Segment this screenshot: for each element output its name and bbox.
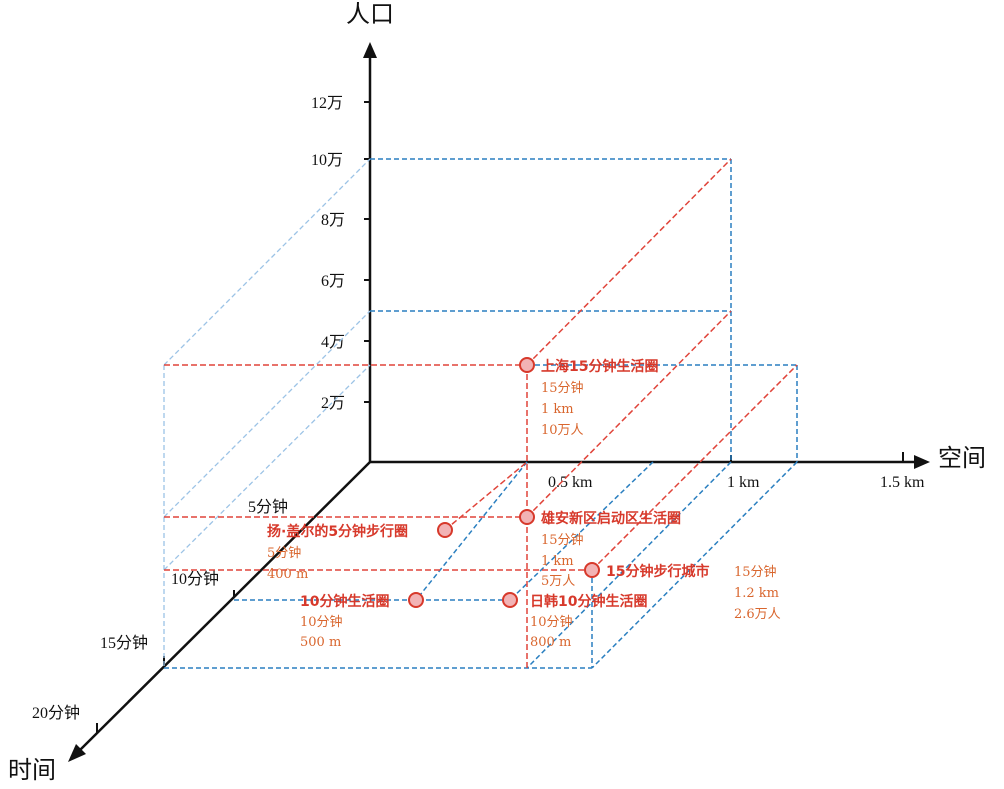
time-ticks: 5分钟 10分钟 15分钟 20分钟 — [32, 498, 288, 733]
space-arrow-icon — [914, 455, 930, 469]
light-blue-guides — [163, 158, 371, 668]
red-line — [444, 461, 528, 531]
label-detail: 15分钟 — [541, 380, 584, 396]
label-detail: 1 km — [541, 554, 574, 569]
population-tick-6: 6万 — [321, 273, 345, 290]
red-line — [591, 364, 798, 571]
space-axis-label: 空间 — [938, 444, 986, 472]
label-detail: 2.6万人 — [734, 607, 781, 622]
label-detail: 5万人 — [541, 574, 575, 589]
time-arrow-icon — [68, 744, 86, 762]
time-tick-15: 15分钟 — [100, 634, 148, 652]
point-labels: 上海15分钟生活圈 15分钟 1 km 10万人 雄安新区启动区生活圈 15分钟… — [267, 358, 781, 650]
label-title: 15分钟步行城市 — [606, 563, 709, 580]
label-detail: 15分钟 — [541, 532, 584, 548]
red-line — [526, 310, 732, 518]
label-detail: 10分钟 — [300, 614, 343, 630]
label-detail: 10分钟 — [530, 614, 573, 630]
population-tick-10: 10万 — [311, 152, 343, 169]
data-points — [408, 357, 600, 608]
point-10min-circle — [408, 592, 424, 608]
space-ticks: 0.5 km 1 km 1.5 km — [548, 452, 925, 491]
space-tick-1km: 1 km — [727, 474, 760, 491]
label-title: 扬·盖尔的5分钟步行圈 — [267, 523, 408, 540]
box-line — [509, 461, 654, 601]
label-detail: 10万人 — [541, 423, 584, 438]
box-line — [591, 461, 798, 669]
space-tick-05km: 0.5 km — [548, 474, 593, 491]
population-ticks: 2万 4万 6万 8万 10万 12万 — [311, 95, 370, 412]
label-title: 上海15分钟生活圈 — [541, 358, 658, 375]
time-tick-20: 20分钟 — [32, 704, 80, 722]
population-tick-12: 12万 — [311, 95, 343, 112]
label-title: 日韩10分钟生活圈 — [530, 593, 647, 610]
guide-line — [163, 310, 371, 518]
point-15min-walk-city — [584, 562, 600, 578]
label-detail: 500 m — [300, 635, 341, 650]
time-tick-10: 10分钟 — [171, 570, 219, 588]
label-title: 10分钟生活圈 — [300, 593, 389, 610]
red-lines — [164, 158, 798, 668]
box-line — [526, 461, 732, 669]
population-axis-label: 人口 — [346, 0, 394, 28]
time-tick-5: 5分钟 — [248, 498, 288, 516]
space-tick-15km: 1.5 km — [880, 474, 925, 491]
box-line — [415, 461, 528, 601]
time-axis — [79, 461, 371, 751]
population-arrow-icon — [363, 42, 377, 58]
point-xiongan — [519, 509, 535, 525]
point-jan-gehl — [437, 522, 453, 538]
blue-box-lines — [164, 158, 798, 669]
label-detail: 15分钟 — [734, 564, 777, 580]
label-detail: 5分钟 — [267, 545, 301, 561]
axes: 人口 空间 时间 — [8, 0, 986, 784]
label-detail: 800 m — [530, 635, 571, 650]
point-shanghai — [519, 357, 535, 373]
red-line — [526, 158, 732, 366]
population-tick-4: 4万 — [321, 334, 345, 351]
time-axis-label: 时间 — [8, 756, 56, 784]
label-detail: 400 m — [267, 567, 308, 582]
population-tick-8: 8万 — [321, 212, 345, 229]
guide-line — [163, 158, 371, 366]
label-detail: 1 km — [541, 402, 574, 417]
label-detail: 1.2 km — [734, 586, 779, 601]
point-japan-korea — [502, 592, 518, 608]
guide-line — [163, 364, 371, 571]
label-title: 雄安新区启动区生活圈 — [540, 510, 681, 527]
population-tick-2: 2万 — [321, 395, 345, 412]
